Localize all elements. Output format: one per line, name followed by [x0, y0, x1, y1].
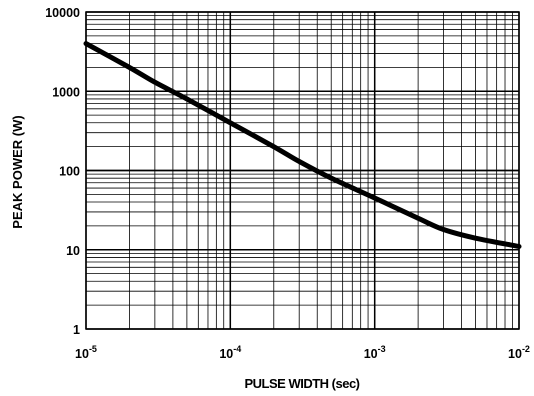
x-tick-label: 10-4	[219, 344, 241, 361]
y-tick-labels: 1 10 100 1000 10000	[45, 6, 80, 337]
plot-area-border	[85, 11, 520, 330]
x-tick-label: 10-2	[508, 344, 530, 361]
x-tick-label: 10-3	[364, 344, 386, 361]
x-tick-label: 10-5	[75, 344, 97, 361]
y-tick-label: 10000	[45, 6, 80, 20]
x-tick-labels: 10-5 10-4 10-3 10-2	[75, 344, 530, 361]
y-tick-label: 1	[73, 323, 80, 337]
peak-power-curve	[83, 41, 522, 249]
y-tick-label: 10	[66, 244, 80, 258]
y-axis-label: PEAK POWER (W)	[10, 115, 25, 228]
y-tick-label: 1000	[52, 85, 80, 99]
y-tick-label: 100	[59, 165, 80, 179]
x-axis-label: PULSE WIDTH (sec)	[244, 376, 359, 391]
grid-lines	[85, 11, 520, 330]
